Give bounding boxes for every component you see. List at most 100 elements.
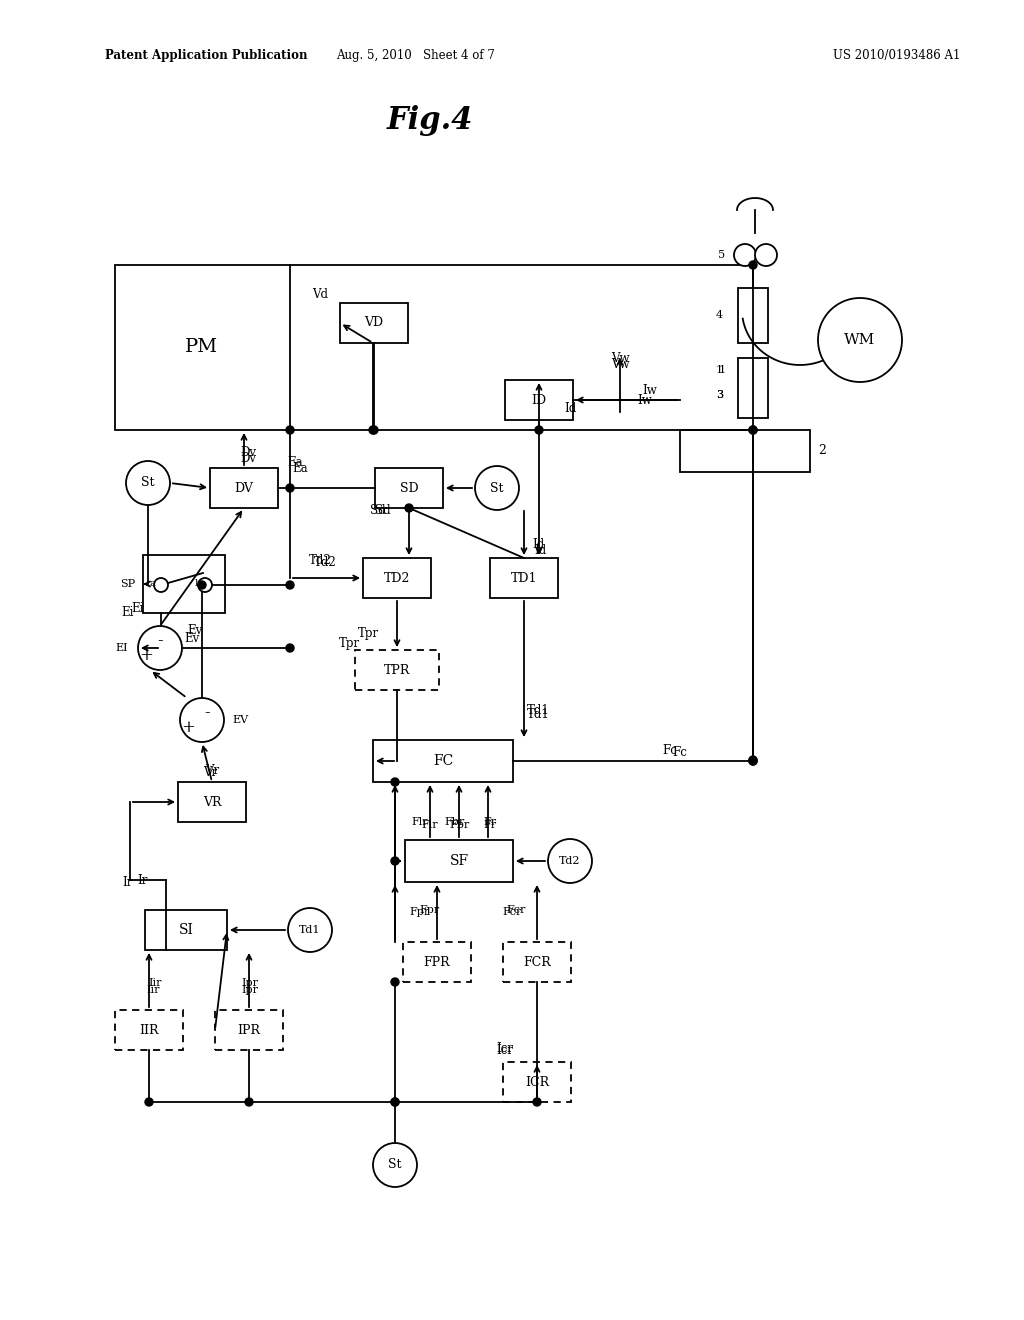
Bar [115,265,290,430]
Text: 5: 5 [718,249,725,260]
Bar [373,741,513,781]
Text: SI: SI [178,923,194,937]
Text: Fc: Fc [673,746,687,759]
Text: US 2010/0193486 A1: US 2010/0193486 A1 [833,49,961,62]
Bar [340,304,408,343]
Text: 1: 1 [719,366,726,375]
Text: 3: 3 [716,389,723,400]
Circle shape [370,426,378,434]
Text: ICR: ICR [525,1076,549,1089]
Text: St: St [490,482,504,495]
Text: Ipr: Ipr [242,978,258,987]
Text: Tpr: Tpr [339,636,360,649]
Circle shape [373,1143,417,1187]
Circle shape [245,1098,253,1106]
Text: Id: Id [564,401,577,414]
Bar [355,649,439,690]
Text: Fpr: Fpr [420,906,440,915]
Text: Ei: Ei [122,606,134,619]
Text: Flr: Flr [422,820,438,830]
Text: FC: FC [433,754,454,768]
Text: WM: WM [845,333,876,347]
Text: St: St [388,1159,401,1172]
Circle shape [198,581,206,589]
Text: Vw: Vw [610,359,630,371]
Text: Fr: Fr [483,817,497,828]
Bar [503,1063,571,1102]
Bar [490,558,558,598]
Circle shape [818,298,902,381]
Text: Vd: Vd [312,289,328,301]
Circle shape [391,1098,399,1106]
Text: TD2: TD2 [384,572,411,585]
Text: Vw: Vw [610,351,630,364]
Circle shape [369,426,377,434]
Text: Ir: Ir [137,874,148,887]
Circle shape [391,777,399,785]
Text: -: - [158,632,163,649]
Text: -: - [204,705,210,722]
Circle shape [749,756,757,764]
Circle shape [126,461,170,506]
Text: Id: Id [534,544,546,557]
Text: Sd: Sd [371,503,386,516]
Text: Ev: Ev [187,623,203,636]
Text: Ev: Ev [184,631,200,644]
Text: Dv: Dv [240,451,256,465]
Text: Td2: Td2 [308,553,332,566]
Bar [143,554,225,612]
Text: ID: ID [531,393,547,407]
Text: Fcr: Fcr [503,907,521,917]
Text: IPR: IPR [238,1023,260,1036]
Text: TD1: TD1 [511,572,538,585]
Circle shape [286,484,294,492]
Bar [680,430,810,473]
Bar [215,1010,283,1049]
Text: Ea: Ea [287,457,303,470]
Circle shape [749,261,757,269]
Bar [115,1010,183,1049]
Text: Patent Application Publication: Patent Application Publication [105,49,307,62]
Text: VR: VR [203,796,221,808]
Circle shape [138,626,182,671]
Circle shape [198,578,212,591]
Text: Vr: Vr [203,766,217,779]
Circle shape [154,578,168,591]
Circle shape [391,1098,399,1106]
Bar [503,942,571,982]
Text: Td2: Td2 [313,556,336,569]
Text: SF: SF [450,854,469,869]
Bar [738,358,768,418]
Text: Td1: Td1 [526,704,549,717]
Text: IIR: IIR [139,1023,159,1036]
Bar [505,380,573,420]
Text: Td1: Td1 [299,925,321,935]
Bar [406,840,513,882]
Text: Ir: Ir [123,875,133,888]
Text: SD: SD [399,482,419,495]
Circle shape [145,1098,153,1106]
Bar [403,942,471,982]
Text: 2: 2 [818,445,826,458]
Circle shape [286,644,294,652]
Circle shape [406,504,413,512]
Circle shape [288,908,332,952]
Text: Id: Id [531,539,544,552]
Circle shape [534,1098,541,1106]
Circle shape [180,698,224,742]
Text: Icr: Icr [497,1044,513,1056]
Text: Fcr: Fcr [506,906,525,915]
Bar [738,288,768,343]
Text: EI: EI [116,643,128,653]
Text: 1: 1 [716,366,723,375]
Text: DV: DV [234,482,253,495]
Circle shape [535,426,543,434]
Circle shape [286,581,294,589]
Text: Sd: Sd [375,503,391,516]
Text: SP: SP [120,579,135,589]
Circle shape [391,857,399,865]
Text: EV: EV [232,715,248,725]
Circle shape [749,426,757,434]
Text: Ei: Ei [132,602,144,615]
Text: Iw: Iw [638,393,652,407]
